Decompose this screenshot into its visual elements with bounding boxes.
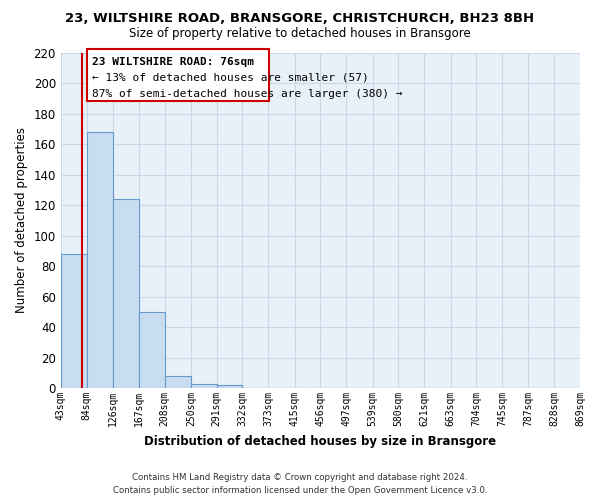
Bar	[113, 199, 139, 388]
Bar	[86, 50, 269, 102]
Text: Size of property relative to detached houses in Bransgore: Size of property relative to detached ho…	[129, 28, 471, 40]
Text: ← 13% of detached houses are smaller (57): ← 13% of detached houses are smaller (57…	[92, 73, 368, 83]
Bar	[86, 132, 113, 388]
Bar	[139, 312, 164, 388]
Bar	[61, 254, 86, 388]
Bar	[191, 384, 217, 388]
Text: 23, WILTSHIRE ROAD, BRANSGORE, CHRISTCHURCH, BH23 8BH: 23, WILTSHIRE ROAD, BRANSGORE, CHRISTCHU…	[65, 12, 535, 26]
Bar	[164, 376, 191, 388]
X-axis label: Distribution of detached houses by size in Bransgore: Distribution of detached houses by size …	[145, 434, 496, 448]
Bar	[217, 385, 242, 388]
Text: 23 WILTSHIRE ROAD: 76sqm: 23 WILTSHIRE ROAD: 76sqm	[92, 57, 254, 67]
Text: Contains HM Land Registry data © Crown copyright and database right 2024.
Contai: Contains HM Land Registry data © Crown c…	[113, 473, 487, 495]
Y-axis label: Number of detached properties: Number of detached properties	[15, 128, 28, 314]
Text: 87% of semi-detached houses are larger (380) →: 87% of semi-detached houses are larger (…	[92, 88, 402, 99]
